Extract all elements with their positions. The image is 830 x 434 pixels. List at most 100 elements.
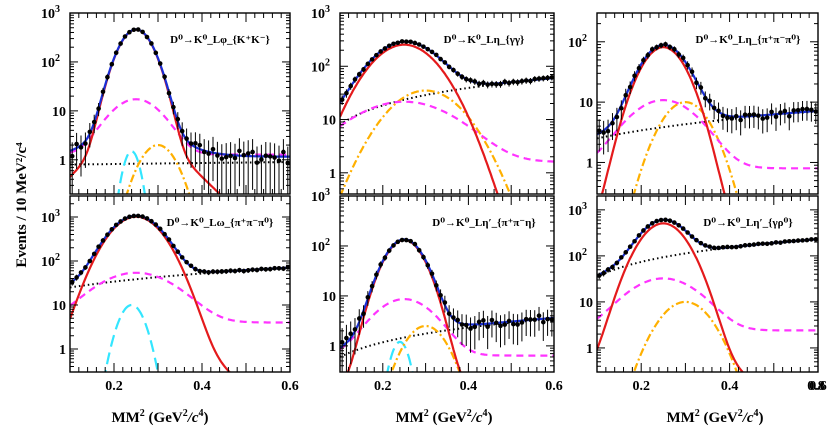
data-point — [485, 82, 490, 87]
background-curve — [70, 161, 290, 166]
data-point — [197, 142, 203, 148]
data-point — [663, 41, 668, 47]
plot-area — [70, 213, 290, 372]
y-tick-label: 103 — [41, 208, 60, 226]
data-point — [672, 220, 677, 225]
data-point — [545, 316, 550, 322]
data-point — [667, 44, 673, 50]
data-point — [786, 113, 792, 119]
y-tick-label: 10 — [52, 299, 66, 314]
data-point — [641, 57, 646, 63]
data-point — [463, 76, 469, 82]
data-point — [215, 153, 220, 158]
data-point — [193, 141, 198, 146]
data-point — [78, 270, 84, 275]
data-point — [694, 80, 699, 86]
data-point — [481, 318, 486, 323]
data-point — [416, 247, 422, 253]
y-tick-label: 10 — [52, 105, 66, 120]
data-point — [742, 243, 748, 248]
plot-area — [597, 41, 818, 194]
data-point — [725, 115, 730, 120]
y-tick-label: 1 — [59, 343, 66, 358]
y-tick-label: 102 — [41, 252, 60, 270]
y-tick-label: 102 — [311, 237, 330, 255]
data-point — [438, 56, 443, 62]
orange-curve — [632, 300, 739, 372]
data-point — [122, 216, 128, 221]
data-point — [764, 241, 770, 247]
data-point — [800, 238, 805, 243]
data-point — [87, 129, 93, 135]
data-point — [791, 238, 796, 244]
data-point — [210, 269, 216, 274]
data-point — [70, 153, 75, 159]
data-point — [711, 245, 717, 251]
data-point — [545, 75, 550, 81]
data-point — [259, 157, 264, 162]
data-point — [399, 39, 405, 44]
data-point — [404, 39, 409, 44]
svg-text:MM2 (GeV2/c4): MM2 (GeV2/c4) — [666, 408, 763, 426]
data-point — [416, 42, 422, 47]
data-point — [738, 244, 743, 249]
data-point — [263, 153, 269, 159]
data-point — [689, 69, 695, 75]
data-point — [267, 154, 273, 159]
data-point — [232, 155, 238, 161]
y-tick-label: 10 — [322, 114, 336, 129]
data-point — [627, 84, 633, 90]
data-point — [241, 268, 247, 274]
panel-1: 1 10 102 103 D⁰→K⁰_Lφ_{K⁺K⁻} — [41, 4, 291, 195]
data-point — [769, 109, 774, 115]
data-point — [210, 146, 216, 152]
panel-title: D⁰→K⁰_Lη′_{γρ⁰} — [703, 217, 792, 229]
data-point — [429, 271, 435, 276]
x-tick-label: 0.2 — [632, 379, 650, 394]
data-point — [425, 46, 431, 52]
data-point — [658, 43, 664, 48]
data-point — [188, 263, 194, 269]
y-tick-label: 103 — [311, 4, 330, 22]
data-point — [219, 156, 225, 161]
data-point — [254, 267, 260, 273]
data-point — [245, 268, 251, 273]
data-point — [340, 97, 345, 102]
data-point — [83, 141, 88, 146]
data-point — [455, 71, 461, 77]
data-point — [498, 323, 503, 329]
total_fit-curve — [340, 40, 554, 104]
data-point — [153, 50, 159, 56]
data-point — [78, 145, 84, 150]
data-point — [459, 322, 465, 327]
data-point — [459, 74, 465, 80]
data-point — [149, 41, 154, 46]
data-point — [113, 50, 119, 56]
x-axis-title-3: MM2 (GeV2/c4) — [666, 408, 763, 426]
data-point — [157, 226, 163, 232]
data-point — [442, 300, 448, 305]
data-point — [446, 64, 452, 70]
data-point — [725, 244, 730, 250]
data-point — [91, 251, 97, 257]
x-tick-label: 0.6 — [281, 379, 299, 394]
data-point — [356, 72, 362, 77]
data-point — [109, 227, 115, 232]
data-point — [206, 270, 211, 275]
data-point — [519, 320, 525, 325]
svg-text:MM2 (GeV2/c4): MM2 (GeV2/c4) — [395, 408, 492, 426]
data-point — [365, 294, 371, 300]
orange-curve — [125, 144, 191, 194]
panel-frame — [339, 195, 555, 373]
data-point — [468, 77, 473, 83]
data-point — [476, 319, 482, 325]
data-point — [610, 264, 615, 270]
data-point — [532, 317, 538, 322]
data-point — [489, 81, 495, 87]
data-point — [131, 213, 137, 219]
data-point — [773, 114, 779, 120]
data-point — [636, 65, 642, 71]
x-tick-label: 0.4 — [193, 379, 211, 394]
data-point — [404, 237, 409, 243]
data-point — [374, 272, 379, 277]
